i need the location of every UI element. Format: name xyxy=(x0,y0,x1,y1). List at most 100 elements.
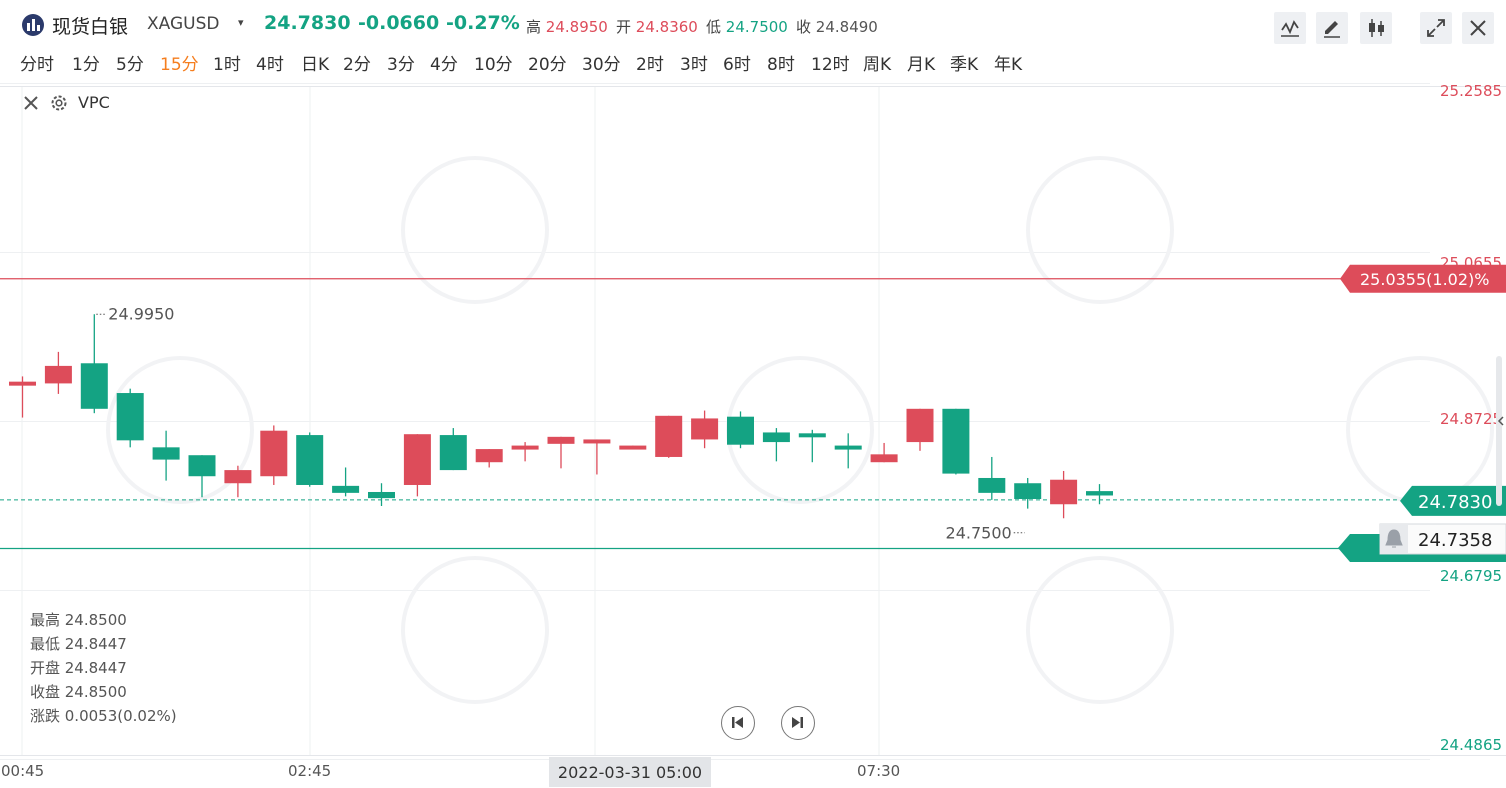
period-tab-18[interactable]: 周K xyxy=(863,55,892,75)
annotation-high-label: 24.9950 xyxy=(108,305,174,324)
bar-info-open: 开盘 24.8447 xyxy=(30,659,127,677)
x-tick-1: 02:45 xyxy=(288,762,331,780)
period-tab-21[interactable]: 年K xyxy=(994,55,1023,75)
symbol-dropdown-caret-icon[interactable]: ▾ xyxy=(238,16,244,29)
period-tab-3[interactable]: 15分 xyxy=(160,55,199,75)
collapse-chevron-icon[interactable] xyxy=(1497,416,1504,426)
candle-body-9 xyxy=(332,485,360,493)
expand-button[interactable] xyxy=(1420,12,1452,44)
target-price-label: 25.0355(1.02)% xyxy=(1360,270,1489,289)
candle-body-25 xyxy=(906,408,934,443)
watermark-circle-0 xyxy=(401,156,549,304)
candle-body-19 xyxy=(691,418,719,440)
candle-body-1 xyxy=(44,365,72,384)
period-tab-17[interactable]: 12时 xyxy=(811,55,850,75)
symbol-code[interactable]: XAGUSD xyxy=(147,14,220,34)
alert-bell-icon[interactable] xyxy=(1385,529,1403,548)
symbol-name[interactable]: 现货白银 xyxy=(52,16,129,38)
crosshair-x-label: 2022-03-31 05:00 xyxy=(558,763,702,782)
close-button[interactable] xyxy=(1462,12,1494,44)
candle-body-6 xyxy=(224,470,252,484)
candle-body-18 xyxy=(655,415,683,457)
current-price-label-bg xyxy=(1400,485,1506,516)
watermark xyxy=(106,156,1494,704)
candle-7 xyxy=(260,425,288,485)
candle-1 xyxy=(44,351,72,394)
close-icon xyxy=(1470,20,1486,36)
expand-icon xyxy=(1427,19,1445,37)
period-tab-5[interactable]: 4时 xyxy=(256,55,284,75)
candle-12 xyxy=(439,428,467,471)
candle-29 xyxy=(1050,470,1078,519)
candle-body-2 xyxy=(80,363,108,409)
period-tab-2[interactable]: 5分 xyxy=(116,55,144,75)
price-change: -0.0660 xyxy=(358,12,440,34)
period-tab-15[interactable]: 6时 xyxy=(723,55,751,75)
candle-body-21 xyxy=(762,432,790,443)
candle-3 xyxy=(116,388,144,448)
current-price-label: 24.7830 xyxy=(1418,492,1492,513)
indicator-name: VPC xyxy=(78,93,110,112)
price-lines xyxy=(0,278,1506,550)
candle-body-15 xyxy=(547,436,575,444)
period-tab-11[interactable]: 20分 xyxy=(528,55,567,75)
candle-style-icon xyxy=(1369,19,1384,37)
candle-body-30 xyxy=(1086,491,1113,496)
candle-body-12 xyxy=(439,435,467,471)
candle-4 xyxy=(152,430,180,481)
period-tab-8[interactable]: 3分 xyxy=(387,55,415,75)
scroll-forward-button[interactable] xyxy=(781,706,815,740)
scroll-back-button[interactable] xyxy=(721,706,755,740)
candle-6 xyxy=(224,465,252,498)
period-tab-6[interactable]: 日K xyxy=(301,55,330,75)
y-tick-4: 24.4865 xyxy=(1440,736,1502,754)
draw-button[interactable] xyxy=(1316,12,1348,44)
crosshair-x-label-bg xyxy=(549,757,711,787)
candle-body-27 xyxy=(978,477,1006,493)
candle-25 xyxy=(906,408,934,451)
period-tab-16[interactable]: 8时 xyxy=(767,55,795,75)
period-tab-14[interactable]: 3时 xyxy=(680,55,708,75)
candle-body-28 xyxy=(1014,483,1042,499)
candle-16 xyxy=(583,439,611,475)
symbol-logo-icon xyxy=(22,14,44,36)
watermark-circle-1 xyxy=(1026,156,1174,304)
candle-24 xyxy=(870,442,898,463)
candle-body-0 xyxy=(9,381,36,386)
draw-icon xyxy=(1324,21,1340,38)
period-tab-12[interactable]: 30分 xyxy=(582,55,621,75)
candles: 24.9950 24.7500 xyxy=(9,305,1113,542)
period-tab-1[interactable]: 1分 xyxy=(72,55,100,75)
candle-8 xyxy=(296,432,324,487)
indicator-settings-gear-icon[interactable] xyxy=(49,93,69,113)
skip-back-icon xyxy=(732,717,743,728)
line-style-button[interactable] xyxy=(1274,12,1306,44)
bar-info-panel: 最高 24.8500 最低 24.8447 开盘 24.8447 收盘 24.8… xyxy=(30,608,177,728)
current-price: 24.7830 xyxy=(264,12,351,34)
period-tab-20[interactable]: 季K xyxy=(950,55,979,75)
candle-19 xyxy=(691,410,719,449)
price-change-percent: -0.27% xyxy=(446,12,520,34)
watermark-circle-6 xyxy=(1026,556,1174,704)
remove-indicator-icon[interactable] xyxy=(22,94,40,112)
candle-2 xyxy=(80,314,108,414)
watermark-circle-5 xyxy=(401,556,549,704)
crosshair-price-label: 24.7358 xyxy=(1418,530,1492,551)
price-scale-scrollbar[interactable] xyxy=(1496,356,1502,506)
bar-info-change: 涨跌 0.0053(0.02%) xyxy=(30,707,177,725)
candle-11 xyxy=(403,434,431,497)
candle-style-button[interactable] xyxy=(1360,12,1392,44)
period-tab-10[interactable]: 10分 xyxy=(474,55,513,75)
skip-forward-icon xyxy=(792,717,803,728)
candle-body-24 xyxy=(870,454,898,463)
period-tab-9[interactable]: 4分 xyxy=(430,55,458,75)
candle-body-17 xyxy=(619,445,647,450)
watermark-circle-4 xyxy=(1346,356,1494,504)
period-tab-4[interactable]: 1时 xyxy=(213,55,241,75)
period-tab-0[interactable]: 分时 xyxy=(20,55,54,75)
candle-body-8 xyxy=(296,435,324,485)
period-tab-13[interactable]: 2时 xyxy=(636,55,664,75)
period-tab-19[interactable]: 月K xyxy=(907,55,936,75)
period-tab-7[interactable]: 2分 xyxy=(343,55,371,75)
